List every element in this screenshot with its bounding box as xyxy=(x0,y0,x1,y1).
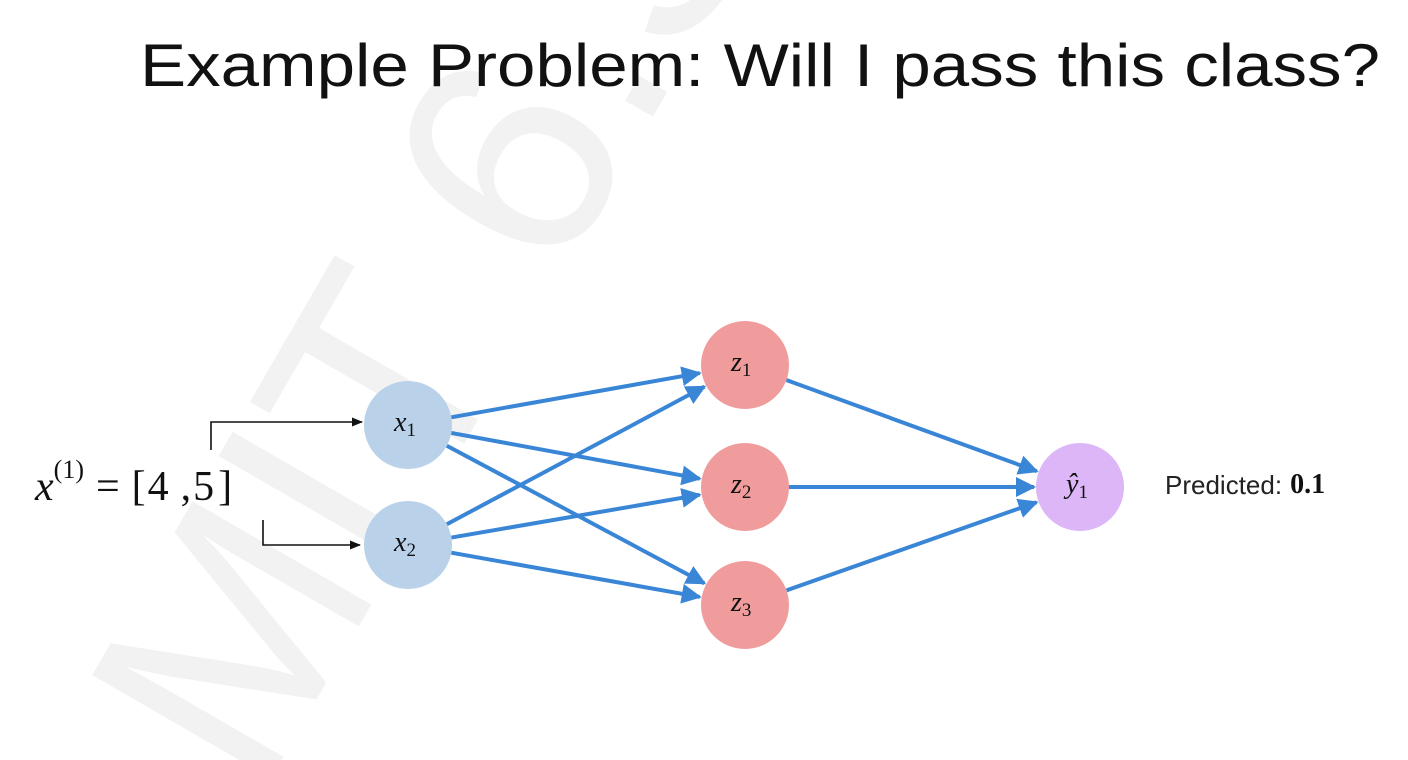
node-subscript: 3 xyxy=(742,600,752,621)
node xyxy=(364,381,452,469)
network-edges xyxy=(445,366,1039,604)
edge xyxy=(451,488,702,540)
node-label: z1 xyxy=(730,347,751,381)
node xyxy=(1036,443,1124,531)
input-superscript: (1) xyxy=(54,455,84,484)
node-subscript: 1 xyxy=(406,420,416,441)
node xyxy=(701,443,789,531)
node-symbol: x xyxy=(393,407,407,438)
watermark: MIT 6.S191 xyxy=(23,0,1087,760)
separator: , xyxy=(181,464,192,510)
node-label: x2 xyxy=(393,527,416,561)
equals-sign: = xyxy=(96,464,120,510)
connector xyxy=(262,520,362,550)
prediction-value: 0.1 xyxy=(1290,469,1325,500)
node xyxy=(701,321,789,409)
input-value: 4 xyxy=(148,464,169,510)
edge xyxy=(450,550,702,604)
input-value: 5 xyxy=(193,464,214,510)
node-label: ŷ1 xyxy=(1063,469,1088,503)
node-symbol: ŷ xyxy=(1063,469,1079,500)
node-label: z3 xyxy=(730,587,751,621)
slide-title: Example Problem: Will I pass this class? xyxy=(140,32,1380,99)
prediction: Predicted: 0.1 xyxy=(1165,469,1325,500)
node-subscript: 1 xyxy=(1078,482,1088,503)
node-label: x1 xyxy=(393,407,416,441)
node-subscript: 1 xyxy=(742,360,752,381)
close-bracket: ] xyxy=(218,464,232,510)
edge xyxy=(785,378,1039,475)
open-bracket: [ xyxy=(132,464,146,510)
connector xyxy=(210,417,364,450)
edge xyxy=(445,384,707,527)
node-subscript: 2 xyxy=(406,540,416,561)
edge xyxy=(785,498,1039,593)
node-symbol: z xyxy=(730,587,742,618)
edge xyxy=(450,366,702,420)
node-subscript: 2 xyxy=(742,482,752,503)
input-vector: x(1) = [4,5] xyxy=(34,455,232,510)
node-symbol: z xyxy=(730,347,742,378)
node xyxy=(364,501,452,589)
node-symbol: x xyxy=(393,527,407,558)
node-label: z2 xyxy=(730,469,751,503)
node-symbol: z xyxy=(730,469,742,500)
input-symbol: x xyxy=(34,464,54,510)
node xyxy=(701,561,789,649)
prediction-label: Predicted: xyxy=(1165,470,1282,500)
